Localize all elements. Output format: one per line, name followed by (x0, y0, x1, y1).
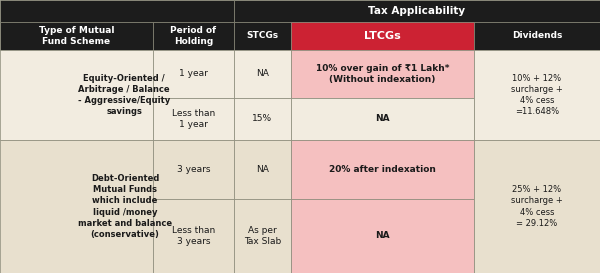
Bar (0, 0, 234, 22)
Bar (153, 199, 234, 273)
Text: 1 year: 1 year (179, 69, 208, 78)
Bar (153, 98, 234, 140)
Bar (234, 199, 291, 273)
Text: Less than
3 years: Less than 3 years (172, 226, 215, 246)
Text: LTCGs: LTCGs (364, 31, 401, 41)
Text: 3 years: 3 years (177, 165, 210, 174)
Text: Type of Mutual
Fund Scheme: Type of Mutual Fund Scheme (39, 26, 114, 46)
Bar (291, 22, 474, 50)
Bar (291, 50, 474, 98)
Text: NA: NA (256, 69, 269, 78)
Text: 25% + 12%
surcharge +
4% cess
= 29.12%: 25% + 12% surcharge + 4% cess = 29.12% (511, 185, 563, 228)
Text: Dividends: Dividends (512, 31, 562, 40)
Text: Equity-Oriented /
Arbitrage / Balance
- Aggressive/Equity
savings: Equity-Oriented / Arbitrage / Balance - … (78, 74, 170, 116)
Bar (291, 140, 474, 199)
Text: 10% over gain of ₹1 Lakh*
(Without indexation): 10% over gain of ₹1 Lakh* (Without index… (316, 64, 449, 84)
Bar (153, 22, 234, 50)
Bar (474, 22, 600, 50)
Text: STCGs: STCGs (247, 31, 278, 40)
Bar (474, 50, 600, 140)
Text: As per
Tax Slab: As per Tax Slab (244, 226, 281, 246)
Text: Debt-Oriented
Mutual Funds
which include
liquid /money
market and balance
(conse: Debt-Oriented Mutual Funds which include… (78, 174, 172, 239)
Text: Period of
Holding: Period of Holding (170, 26, 217, 46)
Bar (0, 50, 153, 140)
Bar (153, 140, 234, 199)
Bar (0, 22, 153, 50)
Text: Tax Applicability: Tax Applicability (368, 6, 466, 16)
Bar (234, 0, 600, 22)
Bar (153, 50, 234, 98)
Bar (0, 140, 153, 273)
Text: NA: NA (256, 165, 269, 174)
Bar (234, 22, 291, 50)
Text: Less than
1 year: Less than 1 year (172, 109, 215, 129)
Text: 20% after indexation: 20% after indexation (329, 165, 436, 174)
Bar (234, 50, 291, 98)
Bar (474, 140, 600, 273)
Text: NA: NA (375, 114, 390, 123)
Text: 15%: 15% (253, 114, 272, 123)
Text: NA: NA (375, 232, 390, 241)
Bar (291, 199, 474, 273)
Bar (291, 98, 474, 140)
Bar (234, 98, 291, 140)
Text: 10% + 12%
surcharge +
4% cess
=11.648%: 10% + 12% surcharge + 4% cess =11.648% (511, 74, 563, 116)
Bar (234, 140, 291, 199)
